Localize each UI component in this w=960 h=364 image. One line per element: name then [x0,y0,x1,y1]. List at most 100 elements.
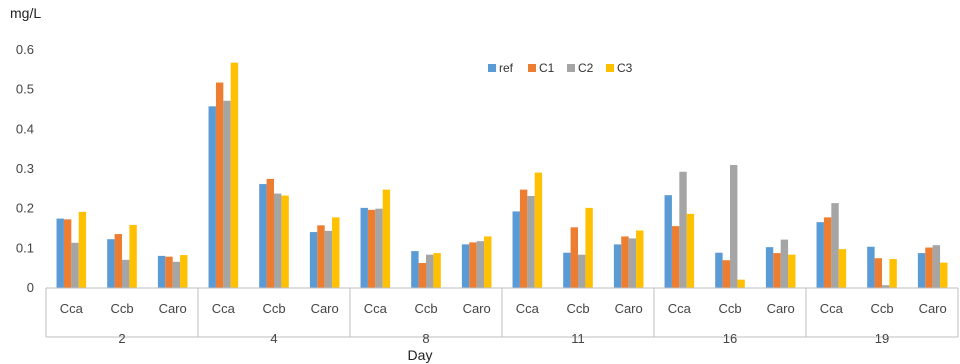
y-tick-label: 0.3 [16,161,34,176]
bar-C1-14 [773,253,781,288]
x-subcategory-label: Caro [767,301,795,316]
bar-C1-5 [317,225,325,288]
legend-swatch-C2 [567,64,575,72]
bar-ref-15 [816,222,824,288]
bar-C3-1 [129,224,137,288]
x-subcategory-label: Ccb [110,301,133,316]
bar-C1-9 [519,189,528,288]
legend-swatch-ref [488,64,496,72]
bar-ref-9 [512,211,520,288]
bar-ref-12 [664,195,672,288]
bar-C3-5 [332,217,340,288]
bar-C1-6 [367,209,376,288]
y-tick-label: 0.5 [16,82,34,97]
bar-C2-13 [730,165,738,288]
x-axis [45,287,959,338]
bar-C3-16 [889,259,897,288]
bar-C2-5 [324,230,333,288]
bar-C3-9 [534,172,543,288]
x-subcategory-label: Caro [159,301,187,316]
bar-C1-0 [63,219,72,288]
bar-C3-3 [230,62,239,288]
bar-C1-17 [925,247,933,288]
bar-C2-17 [932,245,941,288]
bar-C3-11 [636,230,644,288]
x-subcategory-label: Caro [463,301,491,316]
bar-C2-16 [882,285,890,288]
bar-ref-17 [917,253,926,288]
legend-swatch-C1 [528,64,536,72]
bar-C2-10 [578,254,586,288]
bar-C1-10 [570,227,578,288]
x-subcategory-label: Caro [615,301,643,316]
bar-C2-3 [223,100,231,289]
x-subcategory-label: Ccb [870,301,893,316]
bar-ref-10 [563,252,571,288]
bar-C3-4 [281,195,289,288]
y-unit-label: mg/L [10,5,41,21]
bar-C1-16 [874,258,882,288]
bar-C1-4 [266,178,274,288]
bar-C2-9 [527,195,535,288]
bar-C3-7 [433,253,441,288]
legend-label-C2: C2 [578,61,594,75]
bar-C1-11 [621,236,629,288]
bars [56,62,948,289]
bar-ref-7 [411,251,419,288]
x-group-label: 16 [723,331,737,346]
x-subcategory-label: Caro [311,301,339,316]
legend-label-C3: C3 [617,61,633,75]
bar-ref-6 [360,207,368,288]
bar-C3-0 [78,211,87,288]
x-axis-labels: Cca Ccb Caro Cca Ccb Caro Cca Ccb Caro Cca Ccb Caro… [60,301,947,346]
bar-C3-12 [686,213,695,288]
bar-C2-12 [679,171,687,288]
bar-C1-2 [165,256,173,288]
x-subcategory-label: Cca [516,301,540,316]
bar-C3-6 [382,189,391,288]
bar-ref-14 [765,247,774,288]
y-axis-ticks: 0 0.1 0.2 0.3 0.4 0.5 0.6 [16,42,34,295]
bar-ref-13 [715,252,723,288]
legend-label-ref: ref [499,61,514,75]
x-subcategory-label: Ccb [414,301,437,316]
x-subcategory-label: Cca [60,301,84,316]
bar-C3-17 [940,262,948,288]
bar-ref-3 [208,106,216,288]
bar-C2-7 [426,254,434,288]
bar-C2-11 [628,238,637,288]
bar-ref-4 [259,184,267,288]
x-subcategory-label: Caro [919,301,947,316]
bar-C2-4 [274,193,282,288]
x-subcategory-label: Ccb [718,301,741,316]
bar-ref-2 [157,255,166,288]
bar-ref-11 [613,244,622,288]
bar-C1-8 [469,242,477,288]
bar-ref-0 [56,218,64,288]
legend: ref C1 C2 C3 [488,61,633,75]
legend-swatch-C3 [606,64,614,72]
bar-C3-10 [585,207,593,288]
bar-C3-2 [180,255,188,288]
bar-C2-0 [71,242,79,288]
x-group-label: 4 [270,331,277,346]
bar-C1-15 [823,217,832,288]
bar-C2-8 [476,241,485,288]
x-group-label: 8 [422,331,429,346]
x-subcategory-label: Cca [820,301,844,316]
x-group-label: 19 [875,331,889,346]
x-axis-title: Day [408,347,433,363]
bar-C3-15 [838,249,847,288]
bar-C2-6 [375,208,383,288]
bar-C3-8 [484,236,492,288]
x-subcategory-label: Ccb [262,301,285,316]
bar-ref-16 [867,246,875,288]
legend-label-C1: C1 [539,61,555,75]
x-group-label: 11 [571,331,585,346]
bar-ref-1 [107,239,115,288]
y-tick-label: 0.6 [16,42,34,57]
x-subcategory-label: Cca [364,301,388,316]
bar-C1-3 [215,82,224,288]
bar-ref-5 [309,232,318,288]
